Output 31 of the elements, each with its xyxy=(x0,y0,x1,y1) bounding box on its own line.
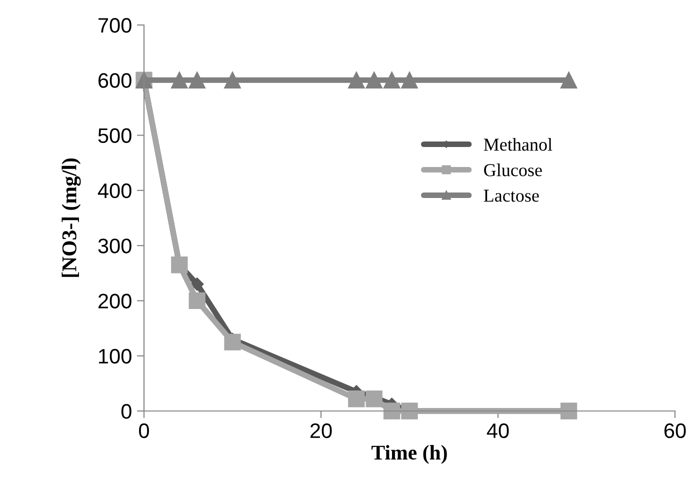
point xyxy=(383,402,400,420)
x-axis-title: Time (h) xyxy=(372,445,447,464)
x-tick-label: 20 xyxy=(310,423,332,438)
point xyxy=(383,72,400,88)
y-tick-label: 600 xyxy=(98,73,132,88)
y-tick-label: 200 xyxy=(98,294,132,308)
y-tick-label: 400 xyxy=(98,183,132,198)
point xyxy=(348,72,365,88)
point xyxy=(190,278,204,291)
y-tick-label: 100 xyxy=(99,348,132,364)
legend-label: Lactose xyxy=(484,190,539,202)
y-tick-label: 0 xyxy=(121,404,132,419)
point xyxy=(171,72,188,88)
y-tick-label: 500 xyxy=(98,128,132,144)
x-tick-label: 0 xyxy=(139,423,149,438)
point xyxy=(560,72,578,88)
y-axis-title: [NO3-] (mg/l) xyxy=(62,158,81,277)
point xyxy=(224,334,241,350)
y-tick-label: 700 xyxy=(98,18,132,33)
legend-label: Methanol xyxy=(484,138,552,151)
point xyxy=(401,72,418,88)
x-tick-label: 60 xyxy=(664,423,686,438)
point xyxy=(224,72,241,88)
point xyxy=(188,72,206,88)
legend-label: Glucose xyxy=(484,164,542,176)
point xyxy=(366,72,382,88)
x-tick-label: 40 xyxy=(486,423,509,438)
y-tick-label: 300 xyxy=(98,238,132,254)
point xyxy=(348,390,365,408)
point xyxy=(366,390,382,408)
point xyxy=(188,292,206,310)
